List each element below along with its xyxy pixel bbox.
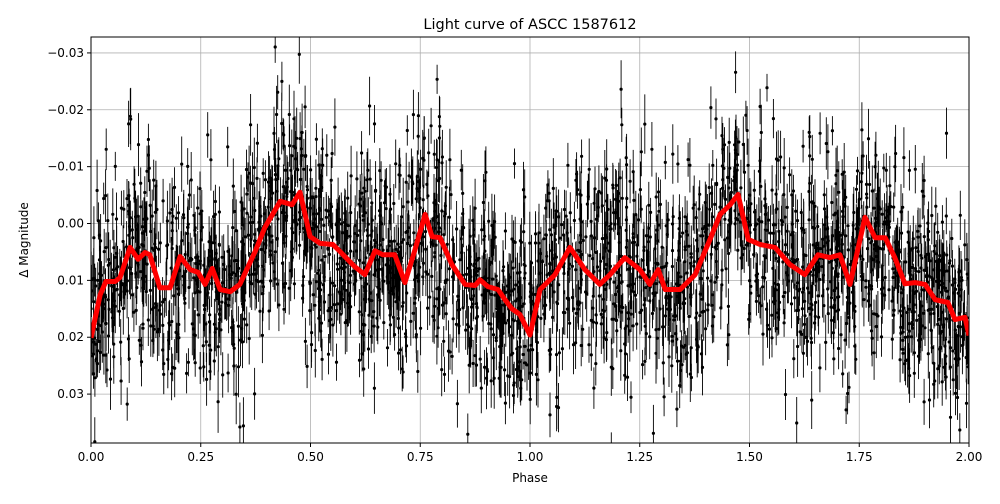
axis-ticks: 0.00 0.25 0.50 0.75 1.00 1.25 1.50 1.75 2.00 −0.0… — [47, 46, 982, 464]
x-tick-label: 1.00 — [517, 450, 544, 464]
y-tick-label: −0.01 — [47, 160, 84, 174]
x-tick-label: 0.25 — [187, 450, 214, 464]
x-tick-label: 0.50 — [297, 450, 324, 464]
x-tick-label: 2.00 — [956, 450, 983, 464]
y-tick-label: −0.03 — [47, 46, 84, 60]
y-axis-label: Δ Magnitude — [17, 202, 31, 278]
x-axis-label: Phase — [512, 471, 548, 485]
x-tick-label: 1.50 — [736, 450, 763, 464]
chart-title: Light curve of ASCC 1587612 — [423, 17, 636, 33]
y-tick-label: 0.01 — [57, 273, 84, 287]
y-tick-label: −0.02 — [47, 103, 84, 117]
x-tick-label: 0.75 — [407, 450, 434, 464]
y-tick-label: 0.02 — [57, 330, 84, 344]
x-tick-label: 1.25 — [626, 450, 653, 464]
y-tick-label: 0.03 — [57, 387, 84, 401]
observations — [91, 37, 969, 443]
x-tick-label: 1.75 — [846, 450, 873, 464]
y-tick-label: 0.00 — [57, 217, 84, 231]
data-points — [91, 45, 969, 443]
smoothed-curve — [91, 189, 969, 339]
x-tick-label: 0.00 — [78, 450, 105, 464]
